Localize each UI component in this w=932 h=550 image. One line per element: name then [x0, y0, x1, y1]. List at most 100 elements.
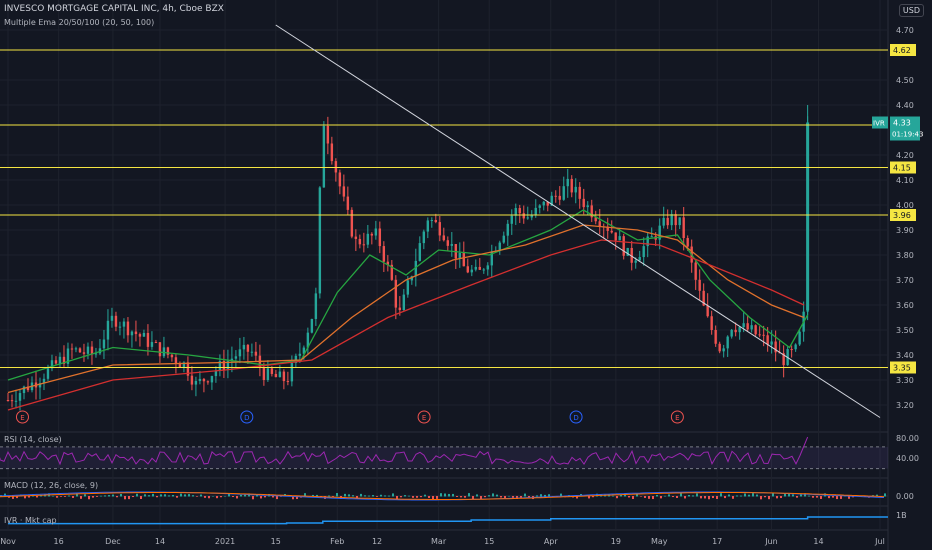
- candle-body: [478, 266, 481, 270]
- candle-body: [74, 348, 78, 350]
- macd-histogram-bar: [272, 496, 274, 498]
- level-label-bg: [890, 161, 916, 174]
- event-marker-label: D: [573, 414, 578, 422]
- candle-body: [514, 208, 517, 216]
- time-tick-label: Nov: [0, 537, 16, 546]
- candle-body: [510, 215, 513, 224]
- candle-body: [50, 360, 54, 369]
- time-tick-label: Dec: [105, 537, 120, 546]
- candle-body: [462, 252, 465, 267]
- price-tick-label: 3.30: [896, 376, 914, 385]
- macd-histogram-bar: [164, 494, 166, 497]
- candle-body: [214, 371, 218, 377]
- macd-histogram-bar: [500, 496, 502, 498]
- candle-body: [442, 235, 446, 241]
- macd-histogram-bar: [660, 496, 662, 499]
- candle-body: [10, 400, 14, 402]
- candle-body: [610, 230, 613, 233]
- macd-histogram-bar: [736, 495, 738, 497]
- candle-body: [682, 217, 685, 239]
- macd-histogram-bar: [644, 496, 646, 498]
- candle-body: [674, 214, 677, 226]
- candle-body: [790, 349, 793, 351]
- macd-histogram-bar: [416, 496, 418, 498]
- candle-body: [146, 332, 150, 347]
- macd-histogram-bar: [336, 493, 338, 497]
- macd-histogram-bar: [352, 495, 354, 497]
- candle-body: [798, 331, 801, 345]
- mktcap-title: IVR · Mkt cap: [4, 516, 57, 525]
- rsi-line: [0, 436, 809, 466]
- macd-histogram-bar: [72, 496, 74, 498]
- candle-body: [398, 307, 402, 311]
- candle-body: [586, 205, 589, 208]
- candle-body: [154, 342, 158, 344]
- candle-body: [526, 217, 529, 219]
- macd-histogram-bar: [548, 494, 550, 497]
- ema-line: [7, 209, 809, 381]
- macd-histogram-bar: [688, 495, 690, 497]
- candle-body: [630, 247, 633, 263]
- rsi-band: [0, 446, 888, 469]
- candle-body: [130, 331, 134, 336]
- price-tick-label: 3.80: [896, 251, 914, 260]
- candle-body: [466, 266, 469, 273]
- currency-button[interactable]: USD: [898, 4, 924, 17]
- candle-body: [642, 246, 645, 258]
- macd-histogram-bar: [264, 496, 266, 498]
- macd-histogram-bar: [56, 496, 58, 498]
- macd-histogram-bar: [712, 496, 714, 499]
- indicator-title: Multiple Ema 20/50/100 (20, 50, 100): [4, 18, 155, 27]
- candle-body: [658, 225, 661, 240]
- candle-body: [470, 269, 473, 273]
- ticker-label: IVR: [873, 120, 885, 128]
- candle-body: [242, 344, 246, 350]
- candle-body: [354, 236, 358, 239]
- macd-histogram-bar: [184, 494, 186, 497]
- macd-histogram-bar: [360, 493, 362, 497]
- candle-body: [270, 368, 274, 374]
- macd-histogram-bar: [364, 495, 366, 497]
- candle-body: [38, 383, 42, 388]
- macd-histogram-bar: [684, 496, 686, 499]
- level-label: 3.96: [893, 211, 911, 220]
- candle-body: [142, 332, 146, 337]
- candle-body: [578, 186, 581, 199]
- candle-body: [574, 186, 577, 193]
- candle-body: [806, 122, 810, 310]
- candle-body: [174, 357, 178, 364]
- candle-body: [262, 367, 266, 380]
- macd-histogram-bar: [252, 496, 254, 500]
- candle-body: [90, 346, 94, 355]
- candle-body: [190, 375, 194, 385]
- macd-histogram-bar: [832, 496, 834, 498]
- price-tick-label: 3.60: [896, 301, 914, 310]
- candle-body: [202, 378, 206, 382]
- candle-body: [406, 280, 410, 295]
- macd-histogram-bar: [464, 496, 466, 498]
- price-tick-label: 3.40: [896, 351, 914, 360]
- macd-histogram-bar: [400, 496, 402, 498]
- candle-body: [650, 236, 653, 238]
- price-tick-label: 3.20: [896, 401, 914, 410]
- candle-body: [166, 347, 170, 355]
- price-tick-label: 3.50: [896, 326, 914, 335]
- macd-histogram-bar: [100, 495, 102, 497]
- candle-body: [330, 143, 334, 162]
- candle-body: [718, 343, 721, 352]
- candle-body: [122, 321, 126, 327]
- candle-body: [618, 236, 621, 241]
- candle-body: [390, 264, 394, 280]
- macd-histogram-bar: [748, 494, 750, 497]
- candle-body: [590, 205, 593, 218]
- candle-body: [758, 334, 761, 336]
- macd-histogram-bar: [408, 495, 410, 497]
- candle-body: [106, 320, 110, 340]
- macd-histogram-bar: [540, 494, 542, 497]
- candle-body: [138, 334, 142, 337]
- ticker-tag: [872, 116, 888, 129]
- macd-histogram-bar: [80, 496, 82, 499]
- macd-histogram-bar: [108, 495, 110, 497]
